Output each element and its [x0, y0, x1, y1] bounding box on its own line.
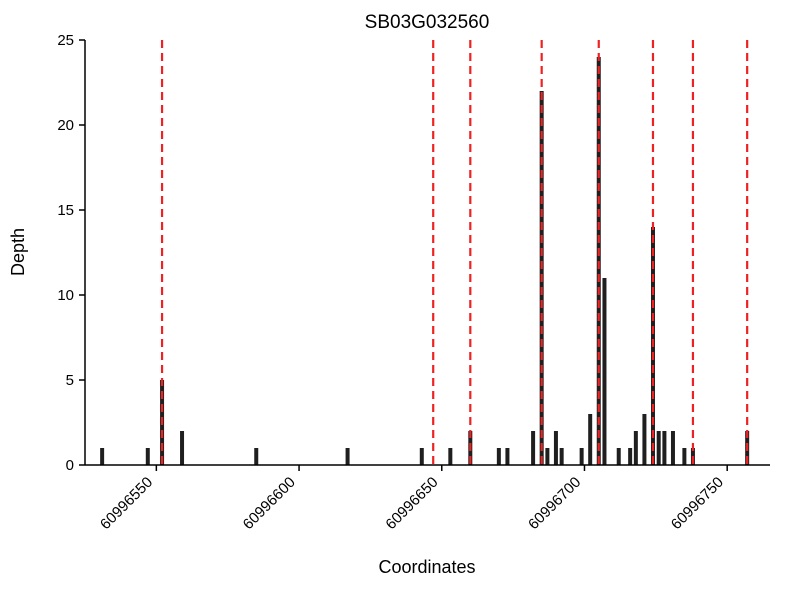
coverage-bar: [628, 448, 633, 465]
coverage-bar: [642, 414, 647, 465]
coverage-bar: [559, 448, 564, 465]
y-tick-label: 20: [57, 117, 74, 134]
coverage-bar: [448, 448, 453, 465]
y-tick-label: 5: [66, 372, 74, 389]
y-tick-label: 10: [57, 287, 74, 304]
x-axis-label: Coordinates: [378, 557, 475, 577]
x-tick-label: 60996650: [382, 474, 441, 533]
x-tick-label: 60996550: [97, 474, 156, 533]
coverage-bar: [545, 448, 550, 465]
coverage-bar: [682, 448, 687, 465]
coverage-bar: [656, 431, 661, 465]
y-axis-label: Depth: [8, 228, 28, 276]
chart-title: SB03G032560: [365, 12, 490, 33]
coverage-bar: [254, 448, 259, 465]
coverage-bar: [633, 431, 638, 465]
coverage-bar: [100, 448, 105, 465]
x-tick-label: 60996600: [240, 474, 299, 533]
x-tick-label: 60996750: [668, 474, 727, 533]
coverage-bar: [670, 431, 675, 465]
coverage-bar: [662, 431, 667, 465]
y-tick-label: 0: [66, 457, 74, 474]
coverage-bar: [588, 414, 593, 465]
coverage-bar: [531, 431, 536, 465]
x-tick-label: 60996700: [525, 474, 584, 533]
coverage-bar: [553, 431, 558, 465]
y-tick-label: 25: [57, 32, 74, 49]
coverage-bar: [496, 448, 501, 465]
coverage-bar: [505, 448, 510, 465]
plot-area: 0 5 10 15 20 25 60996550 60996600 60996650 609967…: [57, 32, 770, 533]
coverage-bar: [579, 448, 584, 465]
coverage-bar: [602, 278, 607, 465]
coverage-bar: [145, 448, 150, 465]
coverage-bar: [345, 448, 350, 465]
coverage-bar: [419, 448, 424, 465]
coverage-bar: [180, 431, 185, 465]
y-tick-label: 15: [57, 202, 74, 219]
coverage-bar: [616, 448, 621, 465]
